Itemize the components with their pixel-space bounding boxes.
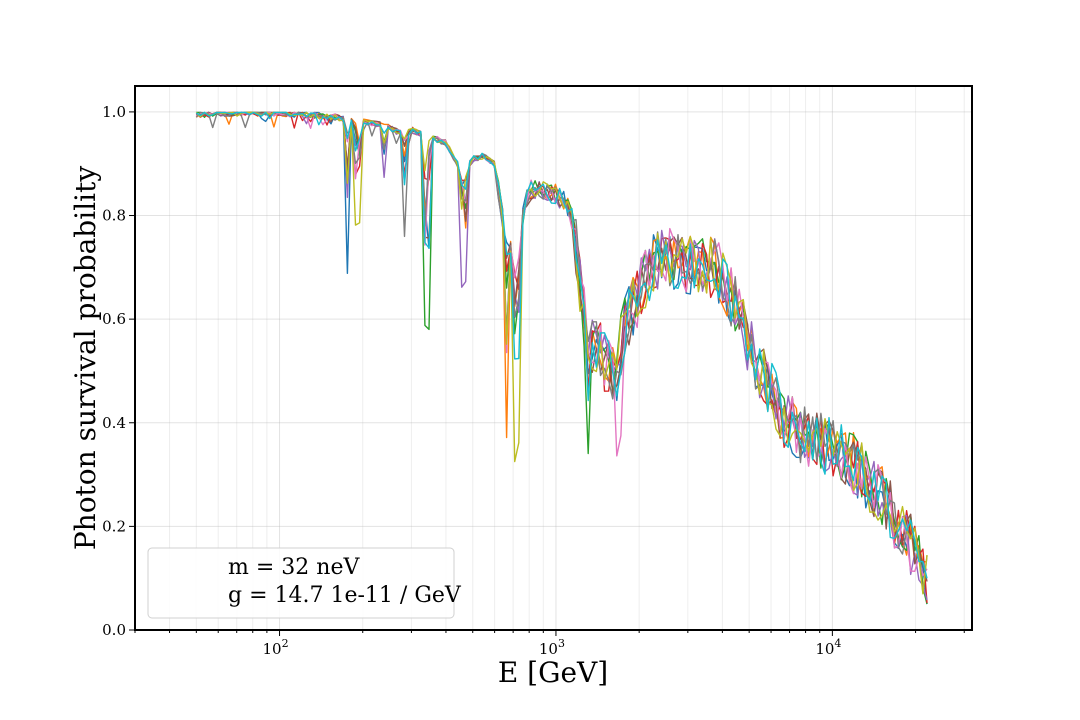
series-line-9 <box>195 111 928 595</box>
legend-line-coupling: g = 14.7 1e-11 / GeV <box>228 583 462 608</box>
data-series <box>195 111 928 605</box>
series-line-3 <box>196 111 928 605</box>
series-line-2 <box>195 111 928 564</box>
y-tick-label: 0.2 <box>102 517 126 535</box>
x-tick-label: 102 <box>262 637 288 658</box>
series-line-10 <box>195 111 928 579</box>
x-axis-label: E [GeV] <box>498 656 608 689</box>
y-tick-label: 0.6 <box>102 310 126 328</box>
x-tick-label: 103 <box>539 637 565 658</box>
y-tick-label: 0.4 <box>102 414 126 432</box>
series-line-1 <box>196 111 928 605</box>
axis-ticks: 0.0 0.2 0.4 0.6 0.8 1.0 102 103 104 <box>102 103 965 658</box>
y-tick-label: 0.0 <box>102 621 126 639</box>
series-line-8 <box>195 111 928 594</box>
plot-frame <box>134 85 973 631</box>
x-tick-label: 104 <box>815 637 841 658</box>
y-axis-label: Photon survival probability <box>69 166 102 551</box>
legend: m = 32 neV g = 14.7 1e-11 / GeV <box>147 547 462 619</box>
legend-box <box>147 547 455 619</box>
y-tick-label: 0.8 <box>102 207 126 225</box>
series-line-6 <box>196 111 928 582</box>
series-line-4 <box>195 111 928 604</box>
y-tick-label: 1.0 <box>102 103 126 121</box>
legend-line-mass: m = 32 neV <box>228 555 360 580</box>
series-line-7 <box>195 111 928 577</box>
